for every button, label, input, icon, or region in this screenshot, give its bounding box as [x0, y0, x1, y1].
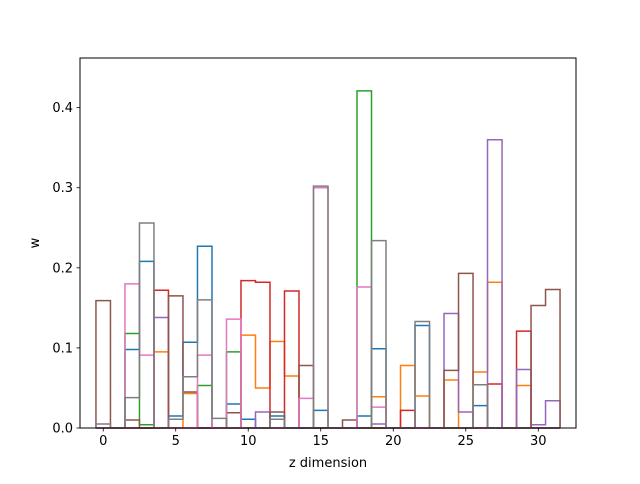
- y-tick-label: 0.2: [52, 261, 73, 276]
- x-tick-label: 10: [240, 434, 257, 449]
- y-axis-label: w: [28, 237, 43, 248]
- x-tick-label: 20: [385, 434, 402, 449]
- y-tick-label: 0.3: [52, 181, 73, 196]
- y-axis-ticks: 0.0 0.1 0.2 0.3 0.4: [52, 101, 80, 437]
- x-axis-ticks: 0 5 10 15 20 25 30: [99, 428, 547, 449]
- x-tick-label: 30: [530, 434, 547, 449]
- y-tick-label: 0.4: [52, 101, 73, 116]
- x-tick-label: 0: [99, 434, 107, 449]
- x-tick-label: 15: [312, 434, 329, 449]
- x-tick-label: 25: [458, 434, 475, 449]
- plot-frame: [79, 57, 577, 429]
- y-tick-label: 0.1: [52, 341, 73, 356]
- x-tick-label: 5: [172, 434, 180, 449]
- y-tick-label: 0.0: [52, 422, 73, 437]
- x-axis-label: z dimension: [289, 456, 367, 471]
